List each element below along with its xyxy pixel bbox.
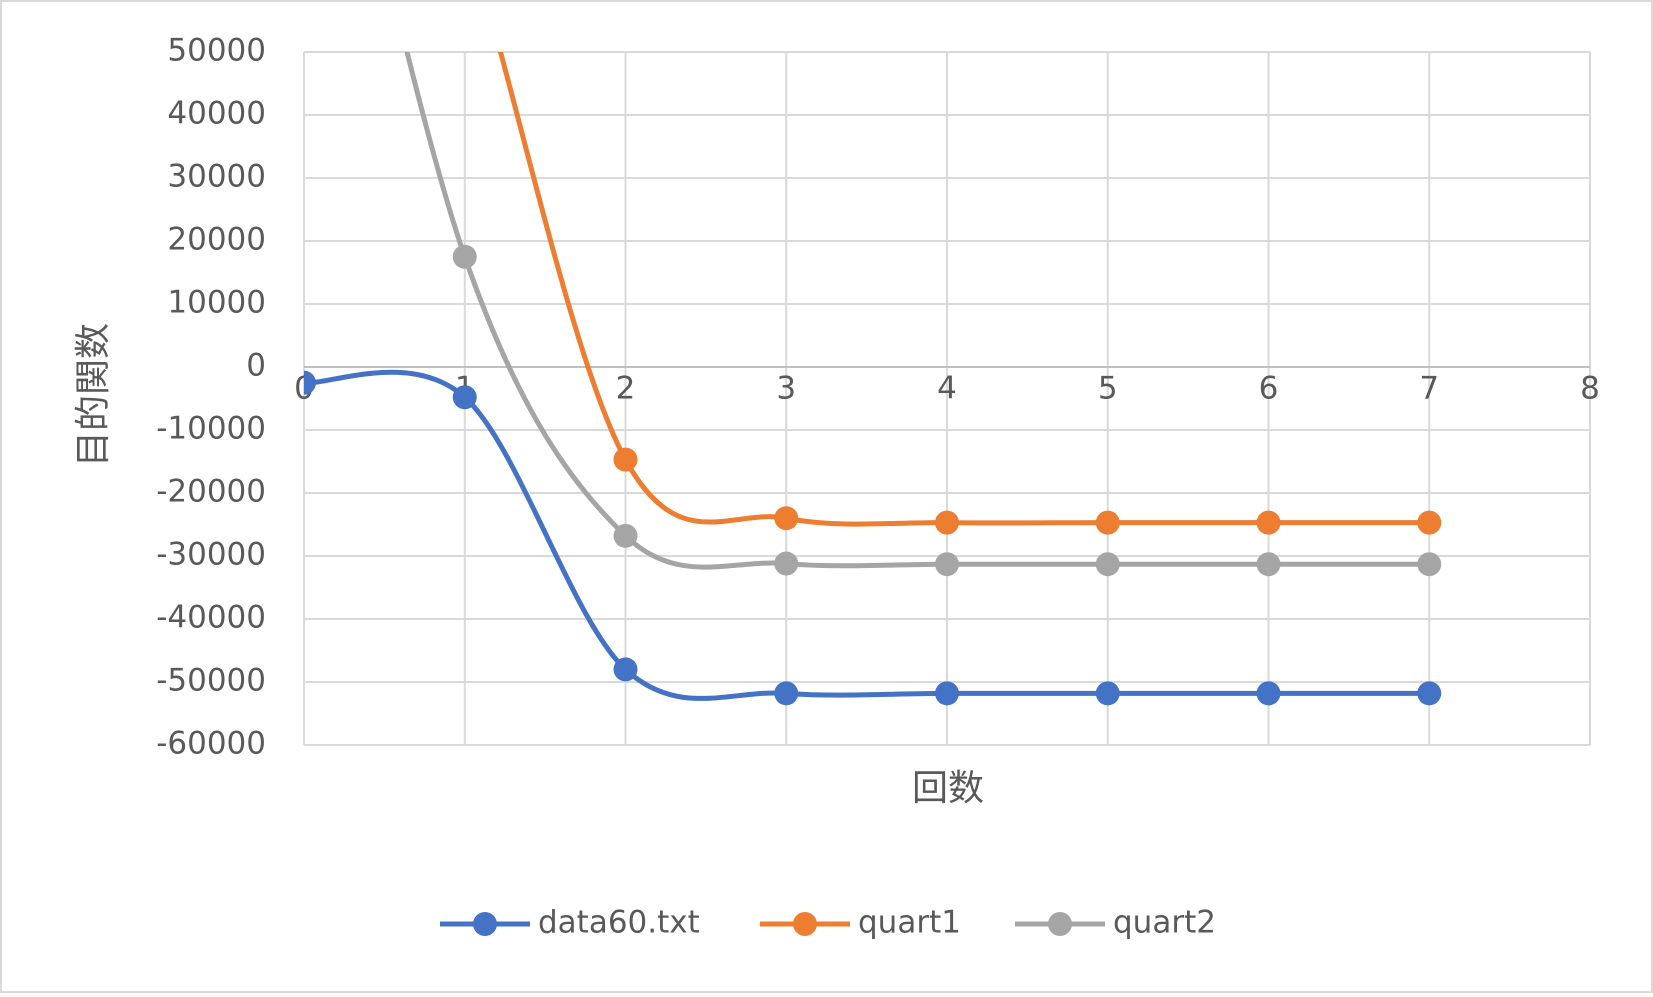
data-point	[935, 681, 959, 706]
legend-marker	[793, 912, 817, 936]
y-tick-label: 0	[246, 348, 266, 384]
data-point	[304, 370, 316, 395]
data-point	[1095, 552, 1120, 577]
y-tick-label: 20000	[167, 222, 266, 258]
data-point	[1095, 681, 1120, 706]
y-tick-label: -30000	[156, 537, 266, 573]
data-point	[774, 681, 799, 706]
data-point	[1417, 510, 1442, 535]
data-point	[613, 657, 638, 682]
data-point	[613, 447, 638, 472]
x-tick-label: 7	[1419, 371, 1439, 407]
y-tick-label: 50000	[167, 33, 266, 69]
y-tick-label: 10000	[167, 285, 266, 321]
data-point	[1417, 552, 1442, 577]
x-axis-title: 回数	[912, 768, 984, 809]
x-tick-label: 3	[776, 371, 796, 407]
data-point	[452, 244, 477, 269]
y-tick-label: -60000	[156, 726, 266, 762]
legend-label: quart2	[1113, 905, 1216, 941]
data-point	[1417, 681, 1442, 706]
data-point	[613, 523, 638, 548]
data-point	[1256, 510, 1281, 535]
y-tick-label: 30000	[167, 159, 266, 195]
data-point	[1256, 681, 1281, 706]
y-tick-label: -40000	[156, 600, 266, 636]
data-point	[1095, 510, 1120, 535]
legend-label: quart1	[858, 905, 961, 941]
series-line	[404, 52, 1430, 570]
x-tick-label: 8	[1580, 371, 1600, 407]
series-line	[304, 369, 1430, 701]
series-line	[497, 52, 1430, 527]
x-tick-label: 6	[1259, 371, 1279, 407]
y-tick-label: -10000	[156, 411, 266, 447]
data-point	[774, 551, 799, 576]
y-tick-label: -20000	[156, 474, 266, 510]
x-tick-label: 2	[616, 371, 636, 407]
data-point	[774, 506, 799, 531]
data-point	[935, 510, 959, 535]
y-tick-label: -50000	[156, 663, 266, 699]
legend-marker	[473, 912, 497, 936]
y-axis-title: 目的関数	[73, 323, 114, 467]
legend-label: data60.txt	[538, 905, 700, 941]
data-point	[935, 552, 959, 577]
data-point	[452, 385, 477, 410]
y-tick-label: 40000	[167, 96, 266, 132]
x-tick-label: 4	[937, 371, 957, 407]
data-point	[1256, 552, 1281, 577]
plot-area	[304, 52, 1442, 706]
legend-marker	[1048, 912, 1072, 936]
x-tick-label: 5	[1098, 371, 1118, 407]
